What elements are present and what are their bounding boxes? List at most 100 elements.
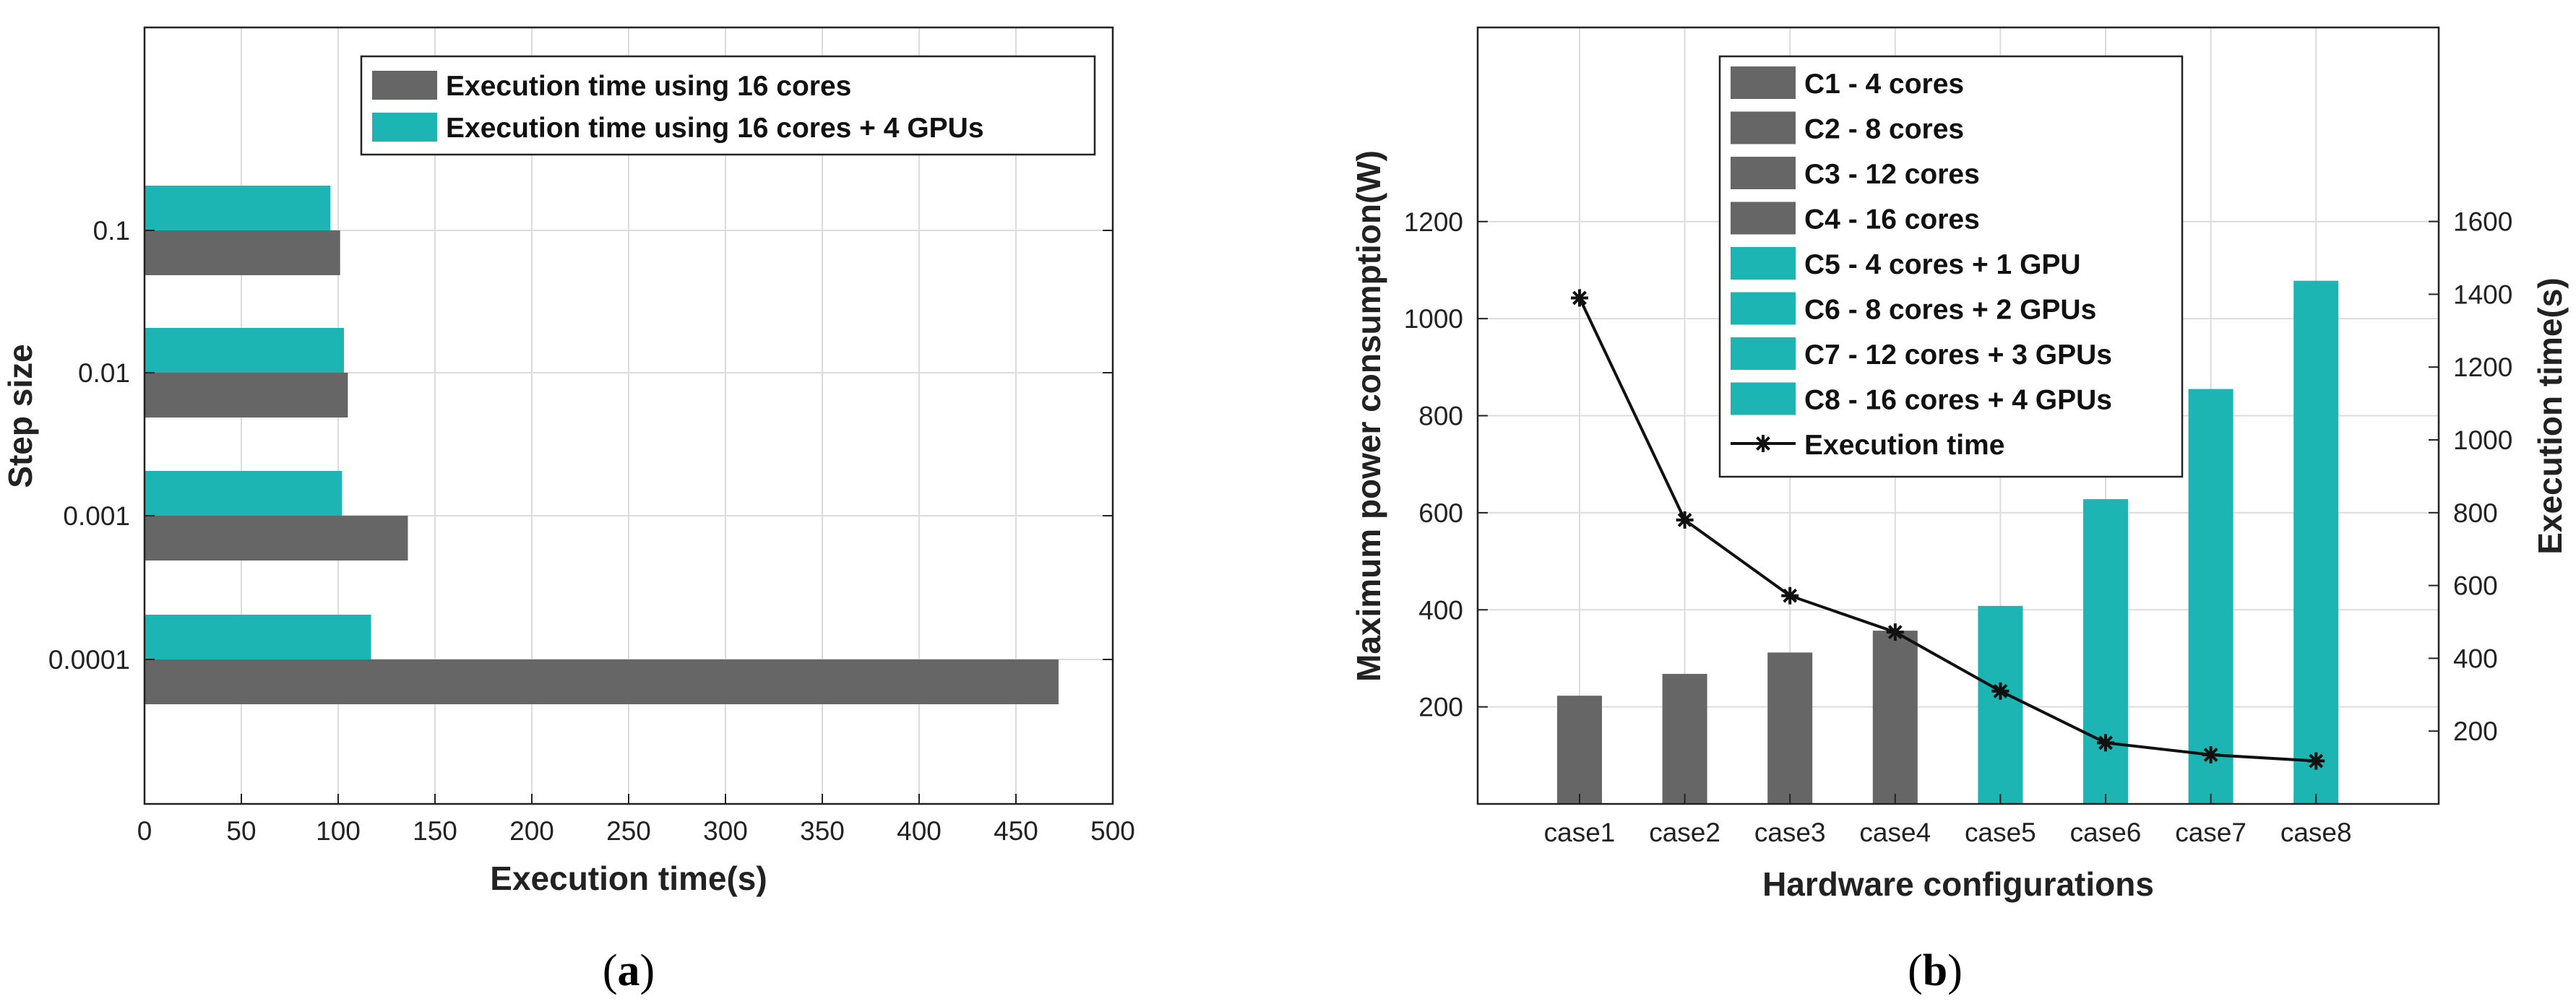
y-right-tick-label: 800 [2453,498,2498,528]
y-tick-label: 0.001 [63,501,130,531]
panel-b-left-y-ticks: 200 400 600 800 1000 1200 [1404,207,1488,722]
bar-case5 [1978,605,2023,804]
x-tick-label: 50 [226,816,256,846]
x-tick-label: 250 [606,816,651,846]
x-tick-label: 100 [316,816,361,846]
y-right-tick-label: 1200 [2453,352,2512,382]
y-left-tick-label: 1200 [1404,207,1463,237]
x-tick-label: 400 [897,816,942,846]
x-tick-label: case1 [1544,818,1616,847]
legend-swatch-cpu [372,71,437,100]
bar-case6 [2083,499,2128,804]
panel-b-bars [1557,280,2339,804]
y-tick-label: 0.1 [93,216,130,246]
line-marker-case3 [1781,587,1799,605]
legend-swatch [1731,157,1796,189]
panel-a-chart: 0 50 100 150 200 250 300 350 400 450 500 0.00010.0… [1,26,1135,995]
y-tick-label: 0.01 [78,358,130,388]
bar-gpu-0.001 [145,471,343,516]
y-right-tick-label: 400 [2453,644,2498,673]
panel-a-legend: Execution time using 16 cores Execution … [360,55,1096,156]
line-marker-case1 [1571,289,1588,307]
bar-case8 [2293,280,2339,804]
legend-swatch [1731,66,1796,99]
y-left-tick-label: 200 [1418,693,1463,722]
panel-a-y-ticks: 0.0001 0.001 0.01 0.1 [48,216,1113,675]
x-tick-label: case7 [2175,818,2247,847]
legend-b-entry: C8 - 16 cores + 4 GPUs [1804,385,2112,416]
y-right-tick-label: 1000 [2453,425,2512,455]
panel-a-x-ticks: 0 50 100 150 200 250 300 350 400 450 500 [137,794,1135,846]
bar-cpu-0.001 [145,516,408,561]
line-marker-case6 [2097,734,2114,752]
legend-b-entry: C6 - 8 cores + 2 GPUs [1804,295,2096,326]
line-marker-case2 [1676,511,1694,529]
panel-b-chart: case1 case2 case3 case4 case5 case6 case7 case8… [1350,26,2569,995]
bar-case4 [1872,631,1918,804]
x-tick-label: 150 [413,816,457,846]
y-right-tick-label: 1600 [2453,207,2512,237]
legend-swatch [1731,337,1796,370]
line-marker-case7 [2202,745,2220,763]
y-left-tick-label: 600 [1418,498,1463,528]
panel-a-bars [145,186,1059,704]
panel-a-y-axis-label: Step size [1,344,39,488]
bar-cpu-0.0001 [145,659,1059,704]
panel-b-label: (b) [1908,946,1963,995]
y-right-tick-label: 1400 [2453,280,2512,309]
y-left-tick-label: 400 [1418,595,1463,625]
panel-b-right-y-ticks: 200 400 600 800 1000 1200 1400 1600 [2429,207,2512,746]
legend-b-entry: Execution time [1804,430,2004,461]
legend-swatch [1731,382,1796,415]
x-tick-label: case5 [1965,818,2036,847]
bar-gpu-0.01 [145,328,345,373]
line-marker-case8 [2307,752,2325,770]
x-tick-label: 200 [509,816,554,846]
panel-b-legend-box [1718,55,2184,478]
panel-b-execution-time-line [1571,289,2325,770]
y-right-tick-label: 200 [2453,717,2498,746]
x-tick-label: case2 [1649,818,1720,847]
x-tick-label: 350 [800,816,845,846]
x-tick-label: case8 [2280,818,2352,847]
x-tick-label: 500 [1090,816,1135,846]
x-tick-label: 300 [703,816,748,846]
x-tick-label: 450 [994,816,1038,846]
legend-b-entry: C7 - 12 cores + 3 GPUs [1804,339,2112,371]
legend-b-entry: C1 - 4 cores [1804,69,1964,100]
bar-case1 [1557,696,1602,804]
bar-gpu-0.0001 [145,615,371,659]
legend-b-entry: C4 - 16 cores [1804,204,1980,235]
x-tick-label: case3 [1754,818,1826,847]
y-right-tick-label: 600 [2453,571,2498,601]
y-left-tick-label: 800 [1418,402,1463,431]
x-tick-label: case6 [2070,818,2142,847]
bar-case7 [2188,389,2233,804]
panel-b-x-ticks: case1 case2 case3 case4 case5 case6 case7 case8 [1544,794,2352,847]
panel-b-right-y-axis-label: Execution time(s) [2531,277,2569,554]
panel-a-legend-box [360,55,1096,156]
line-marker-case5 [1991,682,2009,700]
x-tick-label: 0 [137,816,152,846]
line-marker-case4 [1886,623,1904,641]
panel-b-left-y-axis-label: Maximum power consumption(W) [1350,150,1387,682]
bar-gpu-0.1 [145,186,331,230]
legend-swatch [1731,247,1796,280]
legend-line-marker [1754,435,1772,452]
x-tick-label: case4 [1859,818,1931,847]
legend-swatch-gpu [372,113,437,142]
legend-swatch [1731,111,1796,144]
execution-time-line [1578,297,2317,763]
legend-swatch [1731,292,1796,325]
bar-cpu-0.01 [145,373,348,417]
legend-b-entry: C3 - 12 cores [1804,159,1980,190]
panel-a-label: (a) [603,946,655,995]
legend-swatch [1731,202,1796,235]
legend-b-entry: C5 - 4 cores + 1 GPU [1804,249,2081,280]
y-left-tick-label: 1000 [1404,304,1463,334]
bar-cpu-0.1 [145,230,340,275]
legend-a-entry-2: Execution time using 16 cores + 4 GPUs [446,113,984,144]
panel-a-x-axis-label: Execution time(s) [490,860,767,897]
panel-b-legend: C1 - 4 cores C2 - 8 cores C3 - 12 cores C4 … [1718,55,2184,478]
